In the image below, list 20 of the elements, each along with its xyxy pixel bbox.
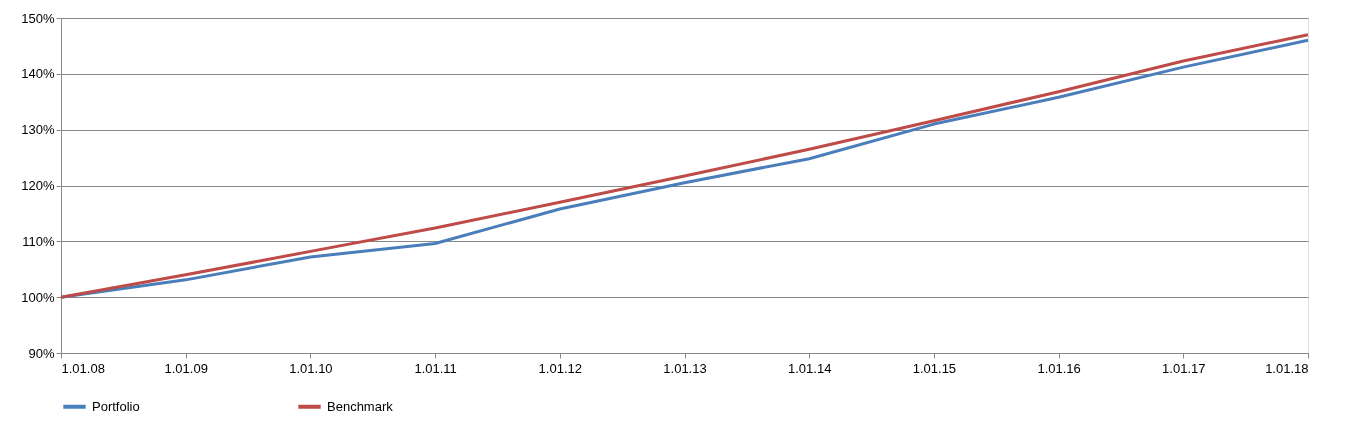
x-tick-label: 1.01.12	[538, 360, 582, 376]
x-tick-label: 1.01.15	[912, 360, 957, 376]
x-tick-label: 1.01.11	[414, 360, 457, 376]
x-tick-label: 1.01.18	[1265, 360, 1309, 376]
y-tick-label: 120%	[21, 178, 55, 193]
x-tick-label: 1.01.09	[164, 360, 208, 376]
y-tick-label: 150%	[21, 10, 55, 26]
x-tick-label: 1.01.17	[1162, 360, 1206, 376]
y-tick-label: 140%	[21, 66, 55, 82]
legend-label: Benchmark	[327, 398, 394, 414]
x-tick-label: 1.01.16	[1037, 360, 1081, 376]
legend-label: Portfolio	[92, 398, 140, 414]
y-tick-label: 130%	[21, 122, 55, 138]
x-tick-label: 1.01.14	[788, 360, 832, 376]
x-tick-label: 1.01.08	[61, 360, 105, 376]
x-tick-label: 1.01.10	[289, 360, 333, 376]
y-tick-label: 110%	[22, 233, 55, 249]
y-tick-label: 100%	[21, 289, 55, 305]
x-tick-label: 1.01.13	[663, 360, 707, 376]
y-tick-label: 90%	[28, 345, 55, 361]
